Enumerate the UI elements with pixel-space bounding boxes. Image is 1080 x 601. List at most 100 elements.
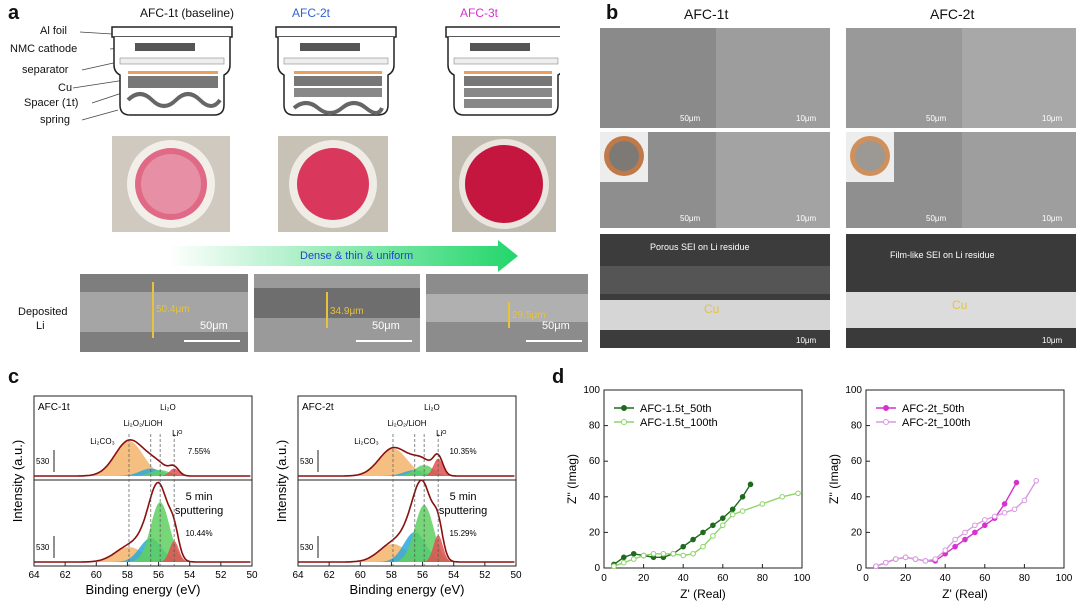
- eis-point: [630, 556, 637, 562]
- eis-point: [660, 550, 667, 557]
- eis-point: [982, 522, 988, 529]
- cell-title-2: AFC-2t: [292, 6, 331, 20]
- eis-plot-2: 0 20 40 60 80 100 0 20 40 60 80 100 Z' (Real) Z'' (Im…: [827, 385, 1073, 601]
- eis-point: [932, 556, 939, 562]
- coin-cell-2: [275, 26, 397, 116]
- sem-scalebar-2: [356, 340, 412, 342]
- eis-point: [640, 552, 647, 559]
- xps-peak-label-li2o: Li₂O: [424, 403, 440, 412]
- panel-letter-c: c: [8, 366, 20, 388]
- eis-xtick-label: 20: [900, 573, 912, 584]
- xps-ylabel: Intensity (a.u.): [274, 440, 289, 522]
- eis-point: [991, 513, 998, 520]
- eis-xtick-label: 0: [863, 573, 869, 584]
- sem-top-2t-scale-left: 50μm: [926, 114, 947, 123]
- xps-xtick-label: 62: [324, 570, 336, 581]
- xps-peak-label-li2co3: Li₂CO₃: [354, 437, 379, 446]
- xps-frame: [297, 395, 517, 567]
- sem-thickness-2: 34.9μm: [330, 306, 364, 317]
- eis-point: [912, 556, 919, 562]
- inset-photo-2t: [846, 132, 894, 182]
- eis-point: [720, 522, 726, 529]
- xps-frame: [33, 395, 253, 567]
- sem-top-2t: 50μm 10μm: [846, 28, 1076, 128]
- xps-peak-label-li0: Liᴼ: [172, 429, 182, 438]
- xps-xtick-label: 60: [91, 570, 103, 581]
- eis-point: [962, 536, 968, 543]
- eis-point: [1021, 497, 1028, 504]
- electrode-photo-2: [278, 136, 388, 232]
- xps-peak-label-li0: Liᴼ: [436, 429, 446, 438]
- sem-cross-1t: Porous SEI on Li residue Cu 10μm: [600, 234, 830, 348]
- eis-point: [759, 501, 766, 507]
- eis-ytick-label: 20: [851, 527, 863, 538]
- xps-envelope-top: [34, 438, 251, 477]
- sem-image-3: 29.5μm 50μm: [426, 274, 588, 352]
- eis-ytick-label: 100: [845, 385, 862, 396]
- xps-sputter-line2: sputtering: [175, 505, 223, 517]
- eis-ytick-label: 60: [851, 456, 863, 467]
- xps-peak-top-1: [298, 448, 515, 476]
- xps-envelope-bottom: [298, 479, 515, 563]
- sem-image-1: 50.4μm 50μm: [80, 274, 248, 352]
- eis-point: [729, 511, 736, 518]
- arrow-label: Dense & thin & uniform: [300, 250, 414, 262]
- eis-point: [650, 550, 657, 557]
- eis-legend-marker-2: [621, 419, 627, 425]
- eis-point: [1013, 479, 1020, 486]
- eis-point: [1001, 501, 1008, 507]
- layer-label-cu: Cu: [58, 82, 73, 94]
- xps-peak-top-2: [34, 468, 251, 476]
- xps-peak-bottom-2: [298, 532, 515, 562]
- eis-xtick-label: 40: [940, 573, 952, 584]
- eis-point: [611, 563, 617, 570]
- sem-mid-2t-scale-left: 50μm: [926, 214, 947, 223]
- eis-point: [630, 550, 637, 557]
- xps-peak-label-li2co3: Li₂CO₃: [90, 437, 115, 446]
- eis-legend-label-1: AFC-1.5t_50th: [640, 403, 712, 415]
- eis-ylabel: Z'' (Imag): [827, 454, 841, 504]
- electrode-photo-3: [452, 136, 556, 232]
- eis-point: [700, 529, 706, 536]
- eis-point: [739, 494, 746, 500]
- coin-cell-3: [445, 26, 560, 116]
- eis-point: [942, 547, 949, 553]
- eis-plots: 0 20 40 60 80 100 0 20 40 60 80 100 Z' (Real) Z'' (Im…: [565, 385, 1073, 601]
- xps-xtick-label: 54: [448, 570, 460, 581]
- eis-point: [952, 536, 958, 543]
- eis-xtick-label: 80: [1019, 573, 1031, 584]
- col-title-afc-1t: AFC-1t: [684, 6, 729, 22]
- xps-pct-top: 10.35%: [449, 447, 476, 456]
- eis-ytick-label: 20: [589, 527, 601, 538]
- cross-caption-1t: Porous SEI on Li residue: [650, 242, 750, 252]
- eis-xlabel: Z' (Real): [942, 587, 988, 601]
- xps-xtick-label: 50: [510, 570, 522, 581]
- col-title-afc-2t: AFC-2t: [930, 6, 975, 22]
- sem-scalebar-3: [526, 340, 582, 342]
- cross-scale-1t: 10μm: [796, 336, 817, 345]
- eis-legend-label-1: AFC-2t_50th: [902, 403, 964, 415]
- eis-legend-label-2: AFC-2t_100th: [902, 417, 970, 429]
- sem-scalebar-1: [184, 340, 240, 342]
- xps-plot-2: 64 62 60 58 56 54 52 50 AFC-2t Li₂CO₃ Li₂O₂/LiOH Li…: [274, 395, 522, 597]
- eis-ytick-label: 0: [856, 563, 862, 574]
- eis-ytick-label: 100: [583, 385, 600, 396]
- eis-point: [1011, 506, 1018, 513]
- xps-plots: 64 62 60 58 56 54 52 50 AFC-1t Li₂CO₃ Li₂O₂/LiOH Li…: [10, 395, 522, 597]
- xps-xtick-label: 50: [246, 570, 258, 581]
- eis-series-line-2: [875, 480, 1037, 567]
- eis-xtick-label: 40: [678, 573, 690, 584]
- eis-point: [670, 550, 677, 557]
- eis-frame: [865, 389, 1065, 569]
- eis-point: [922, 558, 929, 564]
- dense-arrow: [168, 240, 518, 272]
- xps-scale-marker-top: 530: [36, 457, 50, 466]
- xps-envelope-bottom: [34, 481, 251, 563]
- eis-point: [747, 481, 754, 488]
- eis-ytick-label: 40: [851, 492, 863, 503]
- eis-point: [680, 552, 686, 559]
- eis-point: [720, 515, 726, 521]
- eis-ytick-label: 40: [589, 492, 601, 503]
- sem-scale-3: 50μm: [542, 320, 570, 332]
- eis-xtick-label: 20: [638, 573, 650, 584]
